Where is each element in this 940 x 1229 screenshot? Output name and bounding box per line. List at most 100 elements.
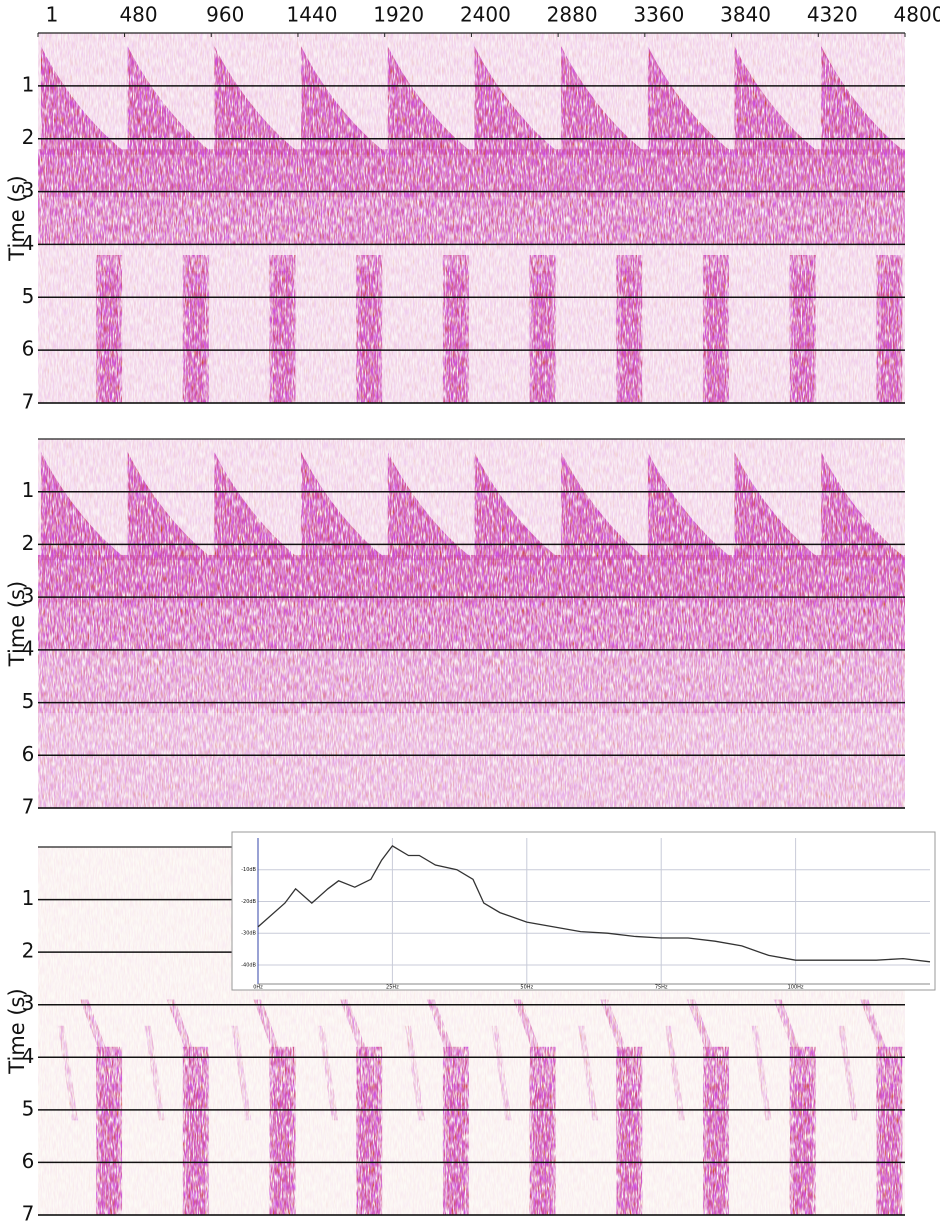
shot-band [273, 270, 292, 403]
y-tick-label: 6 [22, 337, 35, 361]
shot-band [100, 270, 119, 403]
shot-band [273, 1083, 292, 1215]
shot-wedge [301, 452, 385, 561]
shot-wedge [41, 46, 125, 155]
shot-band [186, 1083, 205, 1215]
x-tick-label: 2400 [460, 3, 511, 27]
shot-streak [664, 1025, 685, 1121]
dense-zone [38, 554, 905, 603]
y-tick-label: 1 [22, 72, 35, 96]
shot-band [100, 1083, 119, 1215]
shot-streak [231, 1025, 252, 1121]
y-tick-label: 6 [22, 742, 35, 766]
shot-streak [80, 999, 114, 1068]
y-tick-label: 3 [22, 991, 35, 1015]
y-tick-label: 5 [22, 284, 35, 308]
x-tick-label: 1 [46, 3, 59, 27]
shot-streak [860, 999, 894, 1068]
shot-streak [166, 999, 200, 1068]
shot-streak [318, 1025, 339, 1121]
shot-wedge [734, 452, 819, 561]
y-tick-label: -30dB [241, 931, 256, 937]
shot-band [533, 270, 552, 403]
shot-band [620, 1083, 639, 1215]
x-tick-label: 2880 [547, 3, 598, 27]
x-tick-label: 3360 [633, 3, 684, 27]
shot-band [706, 1083, 725, 1215]
x-tick-label: 75Hz [655, 985, 668, 991]
shot-band [446, 1083, 465, 1215]
shot-streak [426, 999, 460, 1068]
spectrum-line [257, 845, 931, 963]
shot-wedge [647, 46, 732, 155]
shot-streak [513, 999, 547, 1068]
shot-wedge [474, 46, 559, 155]
shot-wedge [387, 46, 472, 155]
y-tick-label: 5 [22, 1096, 35, 1120]
shot-band [880, 1083, 899, 1215]
shot-streak [686, 999, 720, 1068]
x-tick-label: 3840 [720, 3, 771, 27]
shot-streak [838, 1025, 859, 1121]
shot-wedge [647, 452, 732, 561]
y-tick-label: 5 [22, 689, 35, 713]
shot-streak [340, 999, 374, 1068]
shot-band [360, 1083, 379, 1215]
shot-streak [404, 1025, 425, 1121]
seismic-panel: 1 2 3 4 5 6 7 Time (s) [5, 438, 905, 819]
y-tick-label: 2 [22, 939, 35, 963]
x-tick-label: 1440 [287, 3, 338, 27]
shot-streak [578, 1025, 599, 1121]
y-tick-label: 4 [22, 636, 35, 660]
shot-wedge [821, 46, 905, 155]
y-tick-label: 4 [22, 231, 35, 255]
shot-band [533, 1083, 552, 1215]
x-tick-label: 50Hz [520, 985, 533, 991]
shot-streak [58, 1025, 78, 1121]
shot-wedge [561, 452, 645, 561]
shot-wedge [41, 452, 125, 561]
y-axis-label: Time (s) [5, 175, 29, 261]
x-tick-label: 1920 [373, 3, 424, 27]
y-tick-label: -10dB [241, 867, 256, 873]
shot-wedge [214, 452, 299, 561]
y-tick-label: 2 [22, 531, 35, 555]
x-tick-label: 4320 [807, 3, 858, 27]
y-tick-label: -40dB [241, 962, 256, 968]
y-axis-label: Time (s) [5, 988, 29, 1074]
x-tick-label: 960 [206, 3, 244, 27]
shot-wedge [734, 46, 819, 155]
shot-wedge [387, 452, 472, 561]
shot-streak [600, 999, 634, 1068]
shot-band [706, 270, 725, 403]
shot-wedge [474, 452, 559, 561]
shot-band [360, 270, 379, 403]
shot-streak [144, 1025, 165, 1121]
y-tick-label: 3 [22, 584, 35, 608]
y-tick-label: 7 [22, 1202, 35, 1226]
shot-streak [491, 1025, 512, 1121]
dense-zone [38, 149, 905, 197]
y-tick-label: 1 [22, 478, 35, 502]
shot-band [446, 270, 465, 403]
shot-wedge [561, 46, 645, 155]
shot-wedge [821, 452, 905, 561]
x-tick-label: 4800 [894, 3, 940, 27]
shot-band [620, 270, 639, 403]
shot-band [880, 270, 899, 403]
shot-streak [751, 1025, 772, 1121]
shot-wedge [301, 46, 385, 155]
shot-band [793, 1083, 812, 1215]
shot-streak [253, 999, 287, 1068]
shot-band [793, 270, 812, 403]
x-tick-label: 480 [119, 3, 157, 27]
y-axis-label: Time (s) [5, 581, 29, 667]
shot-wedge [127, 46, 212, 155]
y-tick-label: 6 [22, 1149, 35, 1173]
seismic-panel: 1 2 3 4 5 6 7 1 480 960 1440 1920 2400 2880 3360 3840 43… [5, 3, 940, 414]
shot-streak [773, 999, 807, 1068]
x-tick-label: 25Hz [386, 985, 399, 991]
y-tick-label: -20dB [241, 899, 256, 905]
y-tick-label: 2 [22, 125, 35, 149]
